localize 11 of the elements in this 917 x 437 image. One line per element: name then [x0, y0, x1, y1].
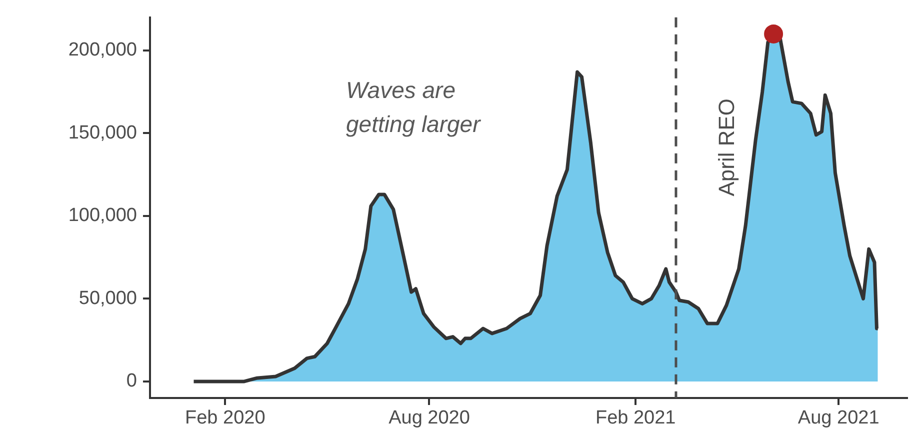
ref-line-label: April REO: [714, 98, 740, 196]
y-tick-label: 100,000: [68, 205, 137, 226]
y-tick-label: 200,000: [68, 40, 137, 61]
y-tick-label: 50,000: [78, 288, 137, 309]
x-tick-label: Feb 2021: [595, 408, 676, 429]
x-tick-label: Aug 2021: [798, 408, 880, 429]
y-tick-label: 0: [126, 370, 137, 392]
x-tick-label: Aug 2020: [388, 408, 470, 429]
y-tick-label: 150,000: [68, 122, 137, 144]
x-tick-label: Feb 2020: [184, 408, 266, 429]
annotation: Waves are getting larger: [346, 76, 482, 139]
